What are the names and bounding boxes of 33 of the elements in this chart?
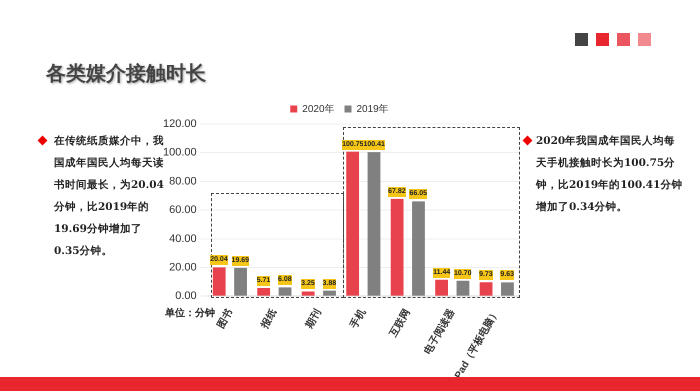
bar <box>435 280 448 296</box>
bar <box>390 198 404 296</box>
text: 2020年我国成年国民人均每天手机接触时长为100.75分钟，比2019年的100.41分钟增加了0.34分钟。 <box>536 134 684 215</box>
x-tick-label: 电子阅读器 <box>422 307 458 356</box>
bar <box>501 282 514 296</box>
bar <box>212 267 226 296</box>
bar <box>257 288 270 296</box>
bar <box>368 152 380 296</box>
bar <box>456 280 470 296</box>
x-tick-label: 互联网 <box>386 307 413 340</box>
bar <box>323 290 336 296</box>
y-tick-label: 0.00 <box>175 290 197 302</box>
y-tick-label: 60.00 <box>169 204 197 216</box>
text: 单位：分钟 <box>165 306 215 320</box>
bar <box>346 152 360 296</box>
bar <box>234 268 247 296</box>
legend-label: 2019年 <box>356 102 389 115</box>
x-tick-label: 图书 <box>214 307 235 330</box>
x-tick-label: 期刊 <box>302 307 324 332</box>
legend-label: 2020年 <box>302 102 335 115</box>
bar <box>302 291 315 296</box>
chart-title: 各类媒介接触时长 <box>46 60 206 87</box>
text: 在传统纸质媒介中，我国成年国民人均每天读书时间最长，为20.04分钟，比2019年的19.69分钟增加了0.35分钟。 <box>54 134 164 259</box>
bar <box>412 201 425 296</box>
x-tick-label: 报纸 <box>258 307 280 332</box>
y-tick-label: 80.00 <box>169 175 197 188</box>
y-tick-label: 120.00 <box>162 118 197 130</box>
bar <box>480 282 492 296</box>
bar <box>278 287 292 296</box>
y-tick-label: 100.00 <box>162 146 197 159</box>
y-tick-label: 40.00 <box>169 232 197 245</box>
x-tick-label: 手机 <box>347 307 368 332</box>
y-tick-label: 20.00 <box>169 261 197 274</box>
